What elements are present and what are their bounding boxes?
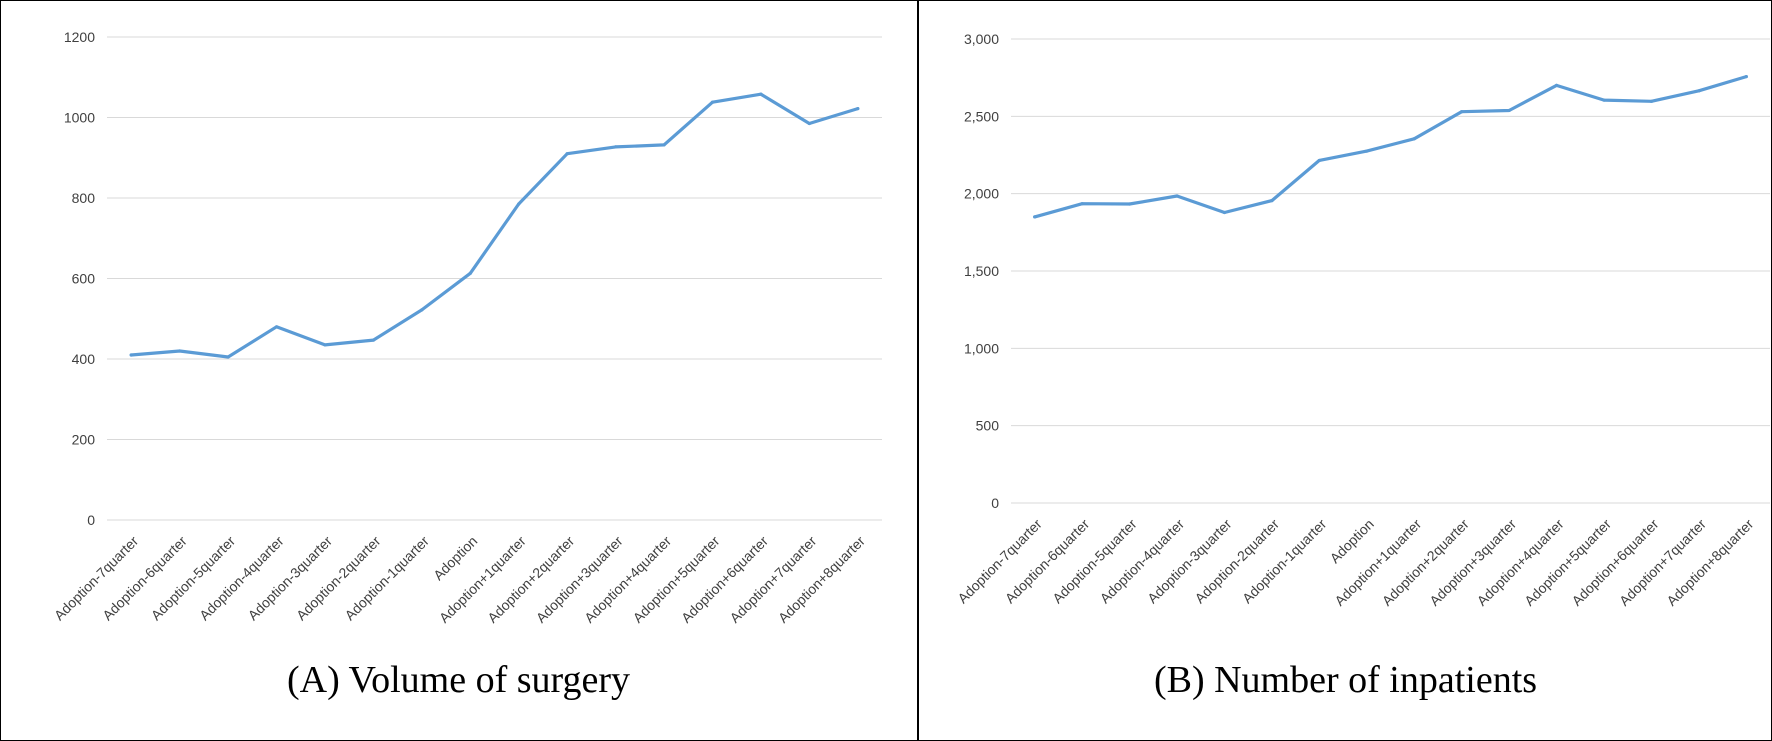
chart-a-ytick-label: 0 <box>87 512 95 528</box>
chart-b-xtick-label: Adoption+5quarter <box>1521 516 1614 609</box>
chart-a-data-point <box>856 107 860 111</box>
chart-b-data-point <box>1649 99 1654 103</box>
chart-b-caption: (B) Number of inpatients <box>1153 659 1538 701</box>
chart-a-ytick-label: 1200 <box>64 29 95 45</box>
chart-b-xtick-label: Adoption-4quarter <box>1097 516 1188 607</box>
chart-b-data-point <box>1460 110 1464 114</box>
chart-a-xtick-label: Adoption-3quarter <box>245 533 336 624</box>
chart-b-xtick-label: Adoption-7quarter <box>954 516 1045 607</box>
chart-a-xtick-label: Adoption <box>430 533 480 583</box>
chart-b-ytick-label: 1,000 <box>964 340 999 356</box>
chart-b-data-point <box>1175 194 1179 198</box>
chart-a-data-point <box>420 308 424 312</box>
chart-b-ytick-label: 2,500 <box>964 108 999 124</box>
chart-b-data-point <box>1365 149 1369 153</box>
chart-a-data-point <box>710 100 715 104</box>
chart-a-caption: (A) Volume of surgery <box>286 659 631 701</box>
chart-b-xtick-label: Adoption+6quarter <box>1568 516 1661 609</box>
chart-a-xtick-label: Adoption-2quarter <box>293 533 384 624</box>
chart-a-xtick-label: Adoption+7quarter <box>726 533 819 626</box>
chart-b-xtick-label: Adoption-5quarter <box>1049 516 1140 607</box>
chart-b-data-point <box>1554 83 1559 87</box>
chart-a-ytick-label: 400 <box>72 351 96 367</box>
chart-b-xtick-label: Adoption-1quarter <box>1239 516 1330 607</box>
chart-a-xtick-label: Adoption-7quarter <box>51 533 142 624</box>
chart-a-xtick-label: Adoption+5quarter <box>630 533 723 626</box>
chart-b-ytick-label: 1,500 <box>964 263 999 279</box>
chart-b-data-point <box>1317 158 1321 163</box>
chart-a-data-point <box>565 152 569 156</box>
chart-a-data-point <box>468 271 472 275</box>
chart-b-ytick-label: 2,000 <box>964 186 999 202</box>
chart-a-data-point <box>178 349 182 353</box>
chart-b-data-point <box>1033 215 1037 219</box>
chart-a-xtick-label: Adoption+6quarter <box>678 533 771 626</box>
chart-b-xtick-label: Adoption+7quarter <box>1616 516 1709 609</box>
chart-a-data-point <box>807 121 811 126</box>
chart-b-ytick-label: 500 <box>976 418 1000 434</box>
chart-b-data-point <box>1744 74 1748 79</box>
chart-b-xtick-label: Adoption+3quarter <box>1426 516 1519 609</box>
chart-b-ytick-label: 0 <box>991 495 999 511</box>
panel-divider <box>917 0 919 741</box>
chart-a-xtick-label: Adoption+3quarter <box>533 533 626 626</box>
chart-a-data-point <box>323 343 327 347</box>
chart-a-ytick-label: 600 <box>72 271 96 287</box>
chart-a-ytick-label: 800 <box>72 190 96 206</box>
chart-a-xtick-label: Adoption+2quarter <box>484 533 577 626</box>
chart-a-xtick-label: Adoption-5quarter <box>148 533 239 624</box>
chart-a-data-point <box>613 145 618 149</box>
chart-b-data-point <box>1080 202 1084 206</box>
chart-a-data-point <box>517 202 521 206</box>
chart-b-series-line <box>1033 74 1748 219</box>
chart-a-data-point <box>274 325 279 329</box>
chart-b-xtick-label: Adoption+2quarter <box>1379 516 1472 609</box>
chart-a-series-line <box>129 92 860 359</box>
chart-b-xtick-label: Adoption+4quarter <box>1474 516 1567 609</box>
chart-b-data-point <box>1507 108 1511 113</box>
chart-b: 0 500 1,000 1,500 2,000 2,500 3,000 Adoption-7q… <box>954 31 1770 609</box>
chart-b-data-point <box>1222 210 1227 215</box>
chart-b-xtick-label: Adoption+8quarter <box>1663 516 1756 609</box>
chart-a-xtick-label: Adoption-4quarter <box>196 533 287 624</box>
chart-a-xtick-label: Adoption+4quarter <box>581 533 674 626</box>
chart-a-xtick-label: Adoption-6quarter <box>99 533 190 624</box>
chart-b-data-point <box>1270 199 1274 203</box>
chart-a-data-point <box>129 353 133 357</box>
chart-a-xtick-label: Adoption+8quarter <box>775 533 868 626</box>
chart-b-xtick-label: Adoption+1quarter <box>1331 516 1424 609</box>
chart-a-data-point <box>662 143 666 147</box>
chart-a-data-point <box>759 92 763 96</box>
chart-b-data-point <box>1127 202 1132 206</box>
chart-a-xtick-label: Adoption+1quarter <box>436 533 529 626</box>
chart-b-data-point <box>1697 89 1701 93</box>
chart-b-xtick-label: Adoption-2quarter <box>1191 516 1282 607</box>
chart-b-xtick-label: Adoption-6quarter <box>1002 516 1093 607</box>
chart-a-data-point <box>226 355 230 359</box>
chart-a: 020040060080010001200Adoption-7quarterAd… <box>51 29 882 626</box>
chart-a-ytick-label: 1000 <box>64 110 95 126</box>
chart-a-data-point <box>371 338 376 342</box>
chart-b-data-point <box>1412 137 1416 141</box>
chart-b-xtick-label: Adoption-3quarter <box>1144 516 1235 607</box>
chart-a-xtick-label: Adoption-1quarter <box>341 533 432 624</box>
chart-b-data-point <box>1602 98 1606 102</box>
chart-b-ytick-label: 3,000 <box>964 31 999 47</box>
chart-a-ytick-label: 200 <box>72 432 96 448</box>
